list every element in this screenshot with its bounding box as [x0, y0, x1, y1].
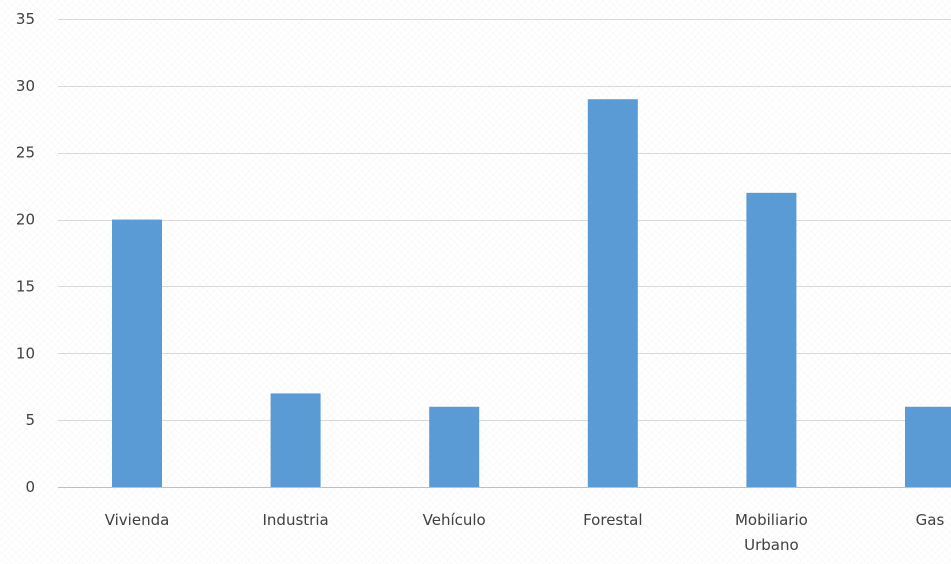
x-tick-label-industria: Industria	[263, 511, 329, 529]
gridlines	[58, 19, 951, 488]
y-tick-label-35: 35	[16, 10, 35, 28]
y-tick-label-15: 15	[16, 277, 35, 295]
y-tick-label-10: 10	[16, 344, 35, 362]
x-tick-label-mobiliario-urbano: Mobiliario Urbano	[735, 511, 808, 554]
bar-forestal	[587, 99, 638, 487]
y-tick-label-25: 25	[16, 144, 35, 162]
x-tick-label-vivienda: Vivienda	[105, 511, 170, 529]
y-tick-label-20: 20	[16, 211, 35, 229]
bar-vivienda	[112, 219, 162, 488]
x-tick-label-vehículo: Vehículo	[423, 511, 486, 529]
x-axis-tick-labels: Vivienda Industria Vehículo Forestal Mobilia…	[105, 511, 945, 554]
y-axis-tick-labels: 0 5 10 15 20 25 30 35	[16, 10, 35, 496]
x-tick-label-gas: Gas	[916, 511, 945, 529]
y-tick-label-5: 5	[25, 411, 35, 429]
y-tick-label-30: 30	[16, 77, 35, 95]
bar-industria	[270, 393, 321, 487]
bar-vehículo	[429, 406, 480, 487]
bar-gas	[905, 406, 951, 487]
bars	[112, 99, 951, 488]
bar-mobiliario-urbano	[746, 192, 797, 488]
x-tick-label-forestal: Forestal	[583, 511, 642, 529]
y-tick-label-0: 0	[25, 478, 35, 496]
